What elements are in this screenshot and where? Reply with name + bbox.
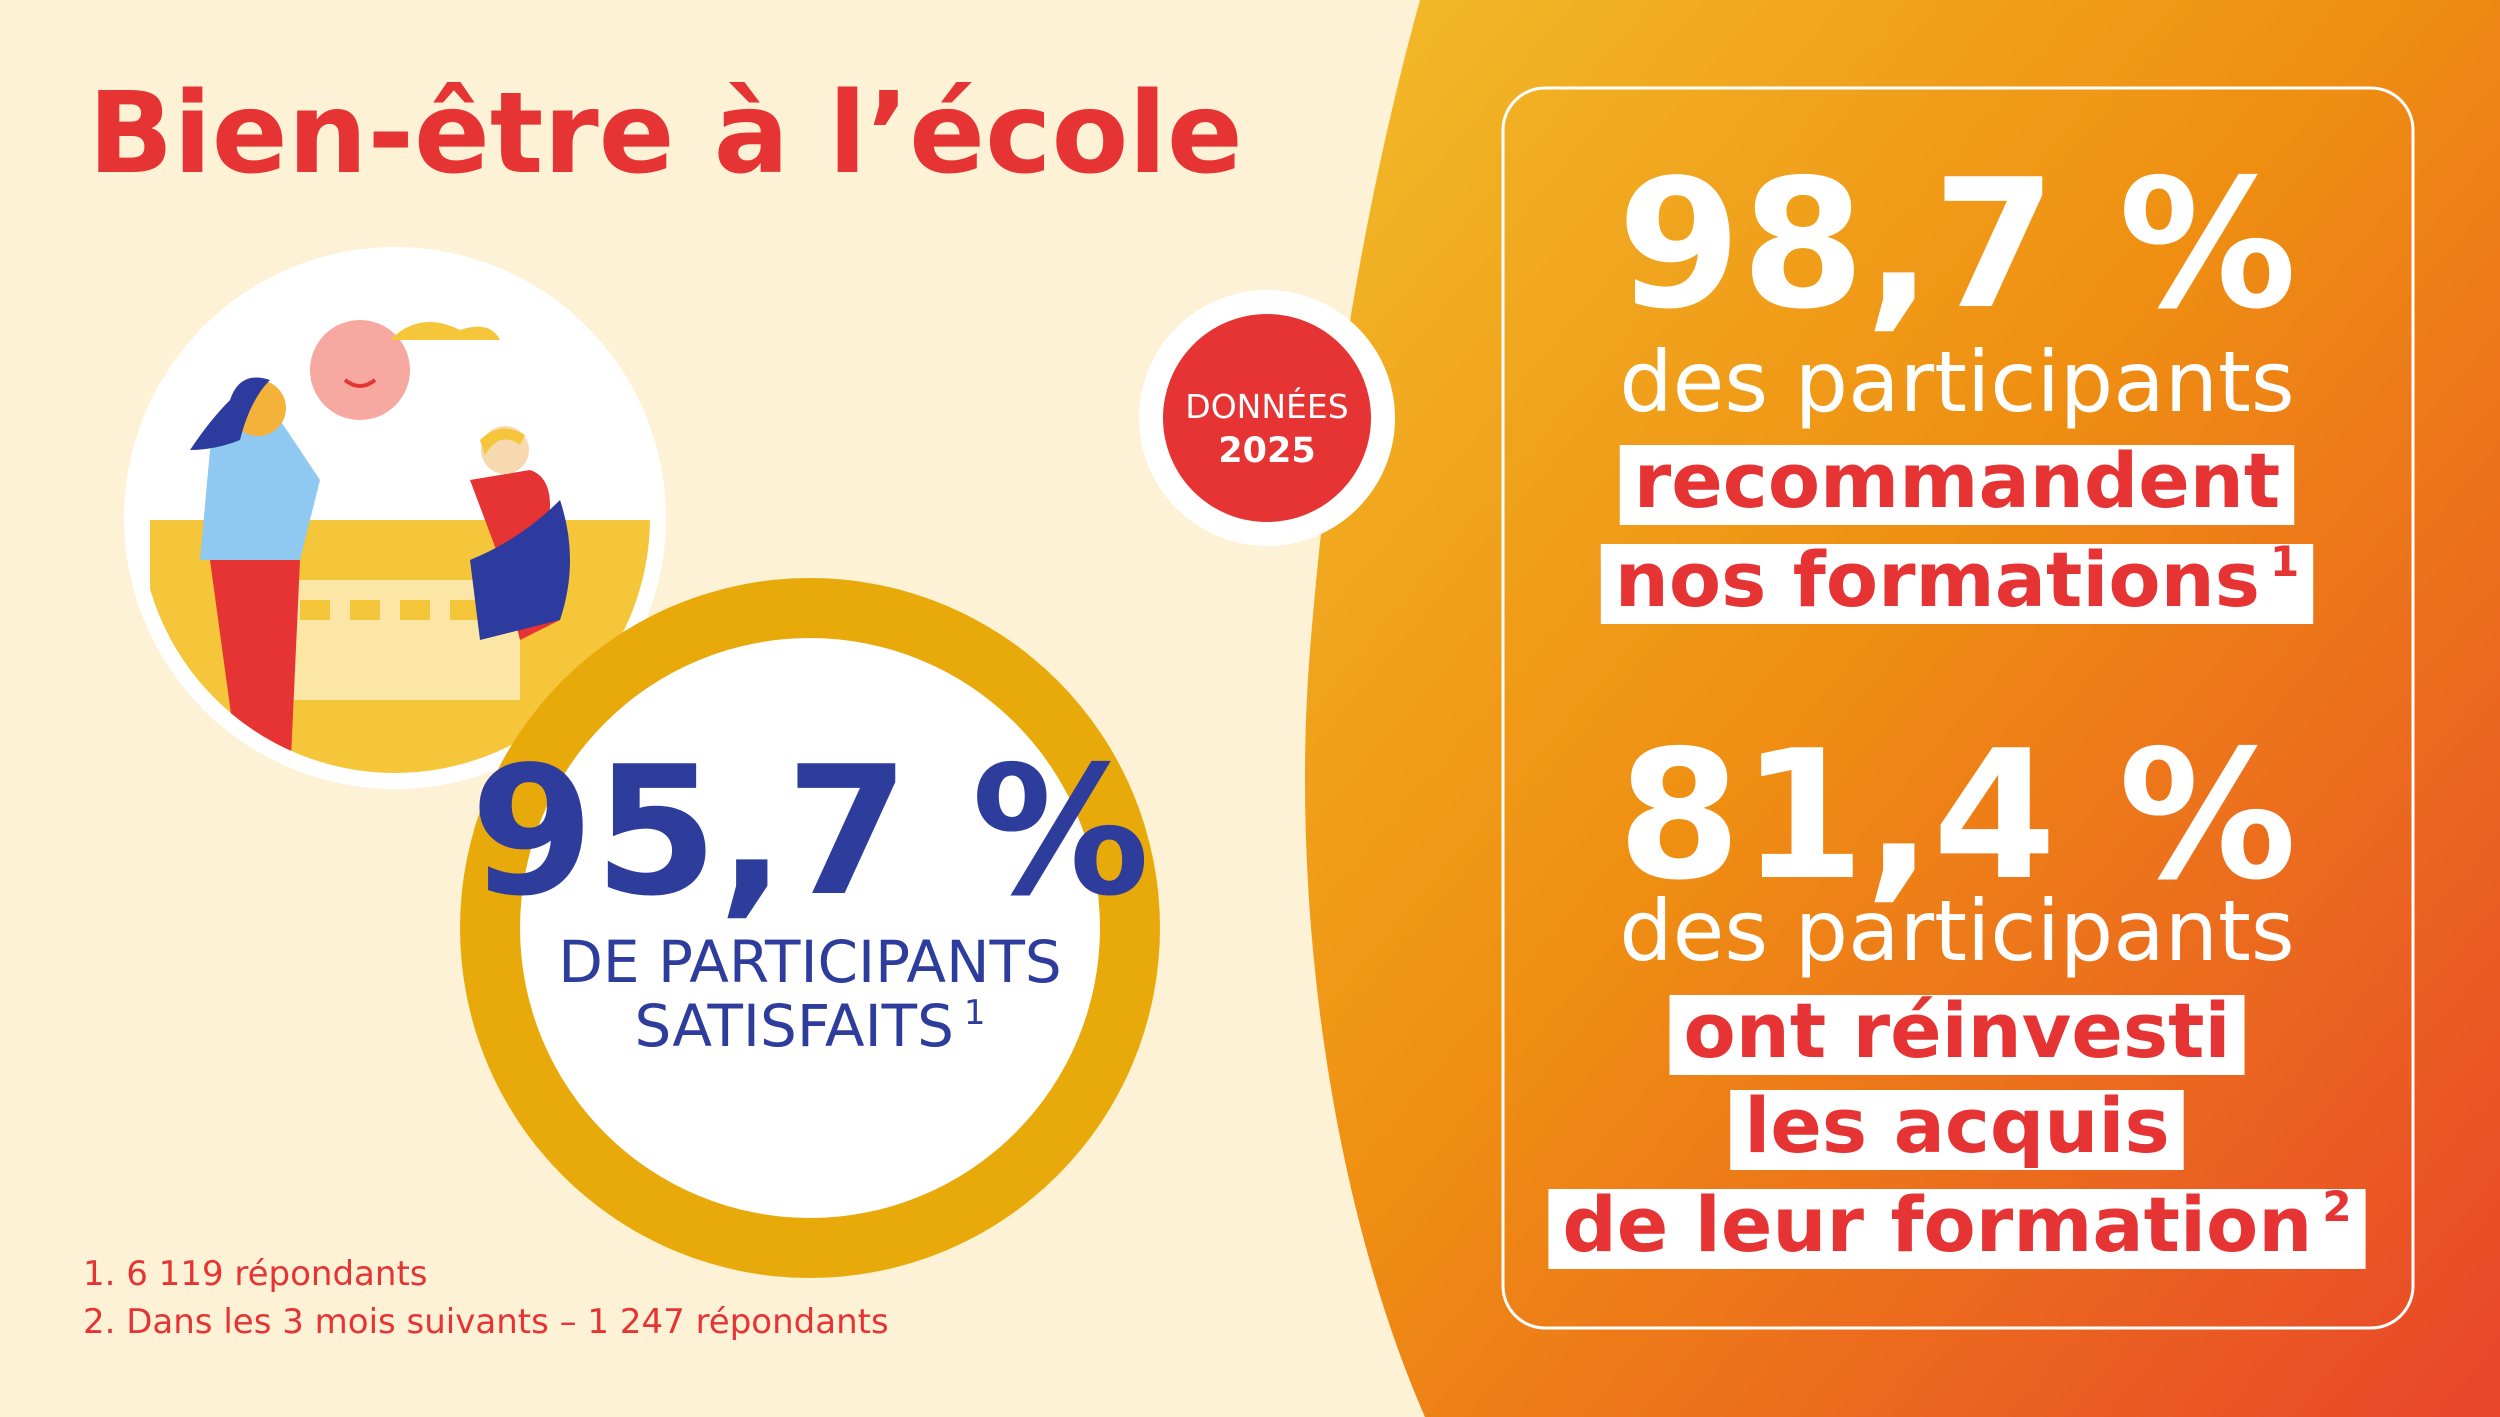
stat-value: 81,4 % (1617, 712, 2297, 919)
stat-line: ont réinvesti (1684, 986, 2231, 1075)
highlight-box (1669, 995, 2245, 1075)
title: Bien-être à l’école (88, 69, 1243, 199)
stat-intro: des participants (1619, 333, 2294, 431)
main-stat-value: 95,7 % (470, 728, 1150, 935)
highlight: de leur formation 2 (1548, 1180, 2366, 1269)
stat-line: nos formations 1 (1615, 535, 2299, 624)
highlight-box (1600, 544, 2314, 624)
footnote-marker: 2 (2322, 1182, 2351, 1231)
stat-intro: des participants (1619, 882, 2294, 980)
footnote-marker: 1 (2270, 537, 2299, 586)
label-text: SATISFAITS (634, 992, 953, 1060)
footnote: 1. 6 119 répondants (83, 1254, 427, 1294)
main-stat-label: SATISFAITS 1 (634, 992, 985, 1060)
line-text: les acquis (1744, 1081, 2169, 1170)
line-text: nos formations (1615, 535, 2260, 624)
stats-frame (1501, 86, 2415, 1330)
highlight: nos formations 1 (1600, 535, 2314, 624)
highlight-box (1619, 445, 2295, 525)
main-stat-label: DE PARTICIPANTS (558, 928, 1061, 996)
stat-value: 98,7 % (1617, 141, 2297, 348)
stat-line: les acquis (1744, 1081, 2169, 1170)
badge-text: DONNÉES (1185, 386, 1348, 426)
illustration (124, 247, 666, 789)
highlight-box (1548, 1189, 2366, 1269)
line-text: de leur formation (1562, 1180, 2312, 1269)
footnote: 2. Dans les 3 mois suivants – 1 247 répo… (83, 1302, 889, 1342)
badge-year: 2025 (1218, 431, 1315, 471)
highlight-box (1730, 1090, 2184, 1170)
stat-line: recommandent (1634, 436, 2280, 525)
main-stat: 95,7 % DE PARTICIPANTS SATISFAITS 1 (460, 578, 1160, 1278)
stat-line: de leur formation 2 (1562, 1180, 2351, 1269)
line-text: recommandent (1634, 436, 2280, 525)
highlight: les acquis (1730, 1081, 2184, 1170)
badge: DONNÉES 2025 (1139, 290, 1395, 546)
highlight: ont réinvesti (1669, 986, 2245, 1075)
line-text: ont réinvesti (1684, 986, 2231, 1075)
footnote-marker: 1 (964, 993, 986, 1033)
highlight: recommandent (1619, 436, 2295, 525)
